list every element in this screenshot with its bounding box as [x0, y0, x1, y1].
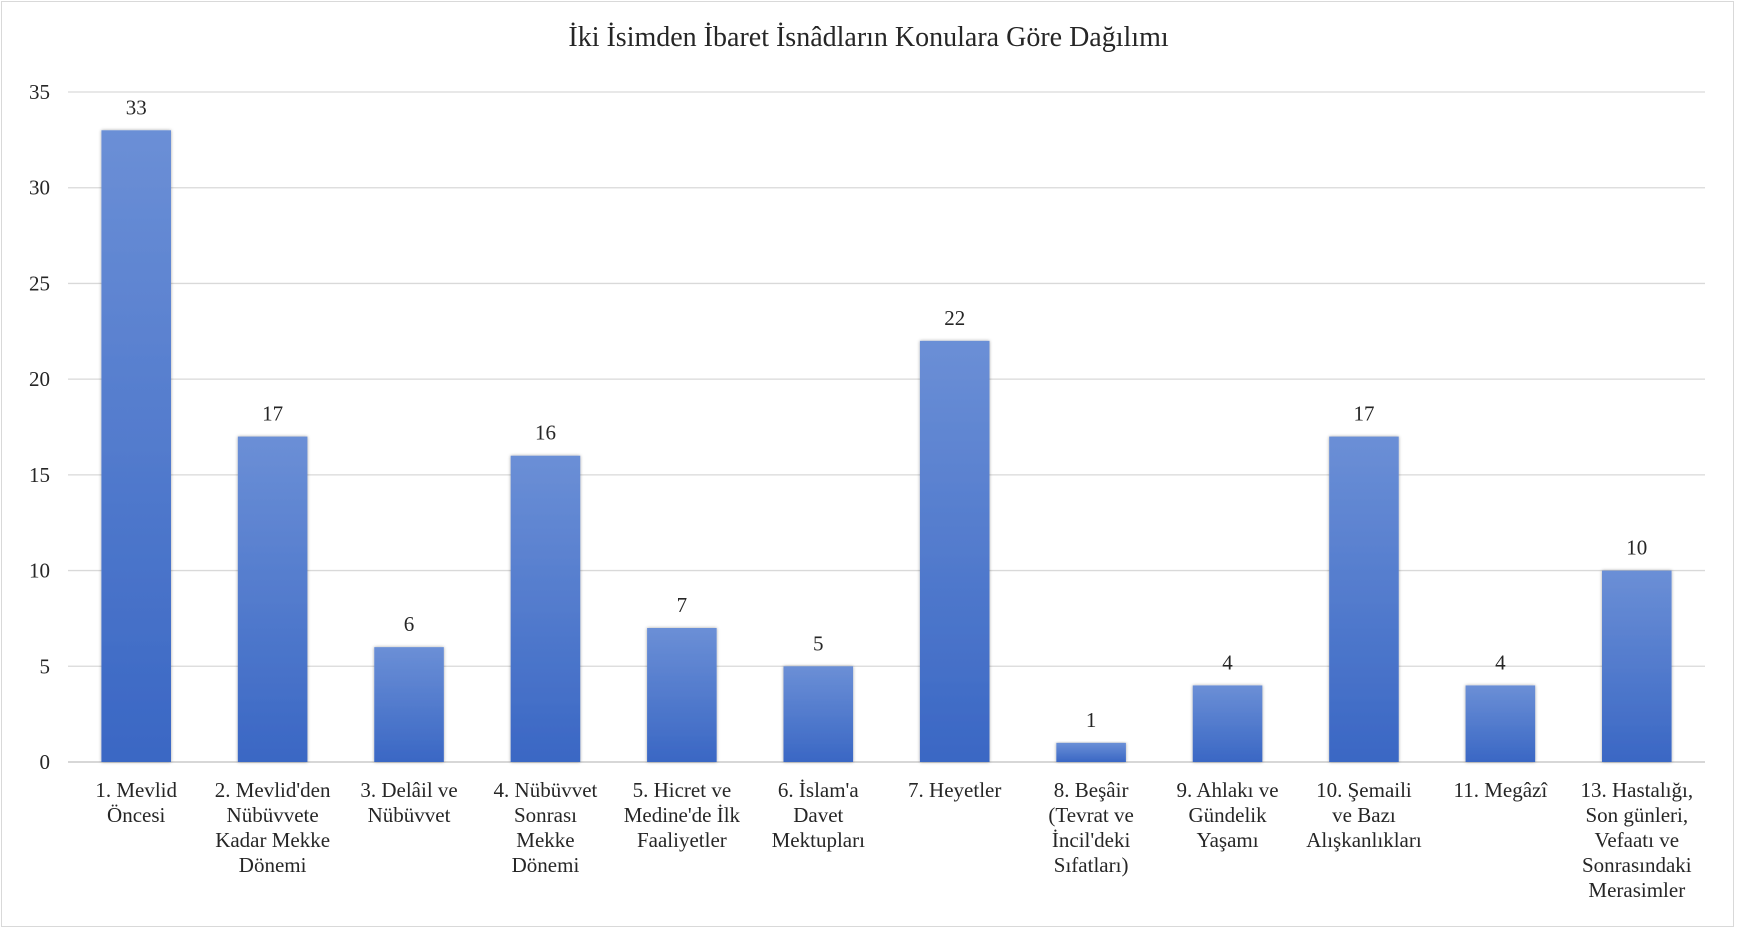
x-tick-label: 9. Ahlakı ve Gündelik Yaşamı	[1177, 778, 1279, 852]
y-tick-label: 20	[29, 367, 50, 391]
data-label: 16	[535, 421, 556, 445]
data-label: 1	[1086, 708, 1097, 732]
bar	[1056, 742, 1126, 762]
bar	[101, 130, 171, 763]
x-tick-label: 5. Hicret ve Medine'de İlk Faaliyetler	[624, 778, 741, 852]
bar	[374, 647, 444, 762]
bar	[783, 666, 854, 762]
bar	[1329, 436, 1399, 762]
x-tick-label: 3. Delâil ve Nübüvvet	[360, 778, 457, 827]
bar	[1465, 685, 1536, 762]
x-tick-label: 8. Beşâir (Tevrat ve İncil'deki Sıfatları)	[1048, 778, 1133, 877]
bar	[510, 455, 581, 762]
data-label: 4	[1222, 650, 1233, 674]
bar	[1602, 570, 1672, 762]
x-tick-label: 6. İslam'a Davet Mektupları	[772, 778, 865, 852]
y-tick-label: 0	[40, 750, 51, 774]
y-tick-label: 10	[29, 559, 50, 583]
x-tick-label: 11. Megâzî	[1454, 778, 1549, 802]
y-tick-label: 35	[29, 80, 50, 104]
x-tick-label: 10. Şemaili ve Bazı Alışkanlıkları	[1306, 778, 1422, 852]
data-label: 7	[677, 593, 688, 617]
data-label: 17	[262, 402, 283, 426]
data-label: 4	[1495, 650, 1506, 674]
data-label: 6	[404, 612, 415, 636]
bar	[919, 340, 990, 762]
y-tick-label: 5	[40, 654, 51, 678]
data-label: 22	[944, 306, 965, 330]
y-tick-label: 30	[29, 176, 50, 200]
x-tick-label: 7. Heyetler	[908, 778, 1001, 802]
data-label: 10	[1626, 536, 1647, 560]
x-tick-label: 1. Mevlid Öncesi	[95, 778, 177, 827]
data-label: 5	[813, 631, 824, 655]
chart-title: İki İsimden İbaret İsnâdların Konulara G…	[568, 22, 1169, 53]
data-label: 17	[1353, 402, 1374, 426]
x-tick-label: 4. Nübüvvet Sonrası Mekke Dönemi	[494, 778, 598, 877]
bar	[1192, 685, 1263, 762]
y-tick-label: 15	[29, 463, 50, 487]
bar	[237, 436, 308, 762]
x-tick-label: 13. Hastalığı, Son günleri, Vefaatı ve Sonr…	[1581, 778, 1694, 902]
data-label: 33	[126, 95, 147, 119]
y-tick-label: 25	[29, 271, 50, 295]
x-tick-label: 2. Mevlid'den Nübüvvete Kadar Mekke Dönemi	[215, 778, 331, 877]
bar	[647, 628, 717, 762]
